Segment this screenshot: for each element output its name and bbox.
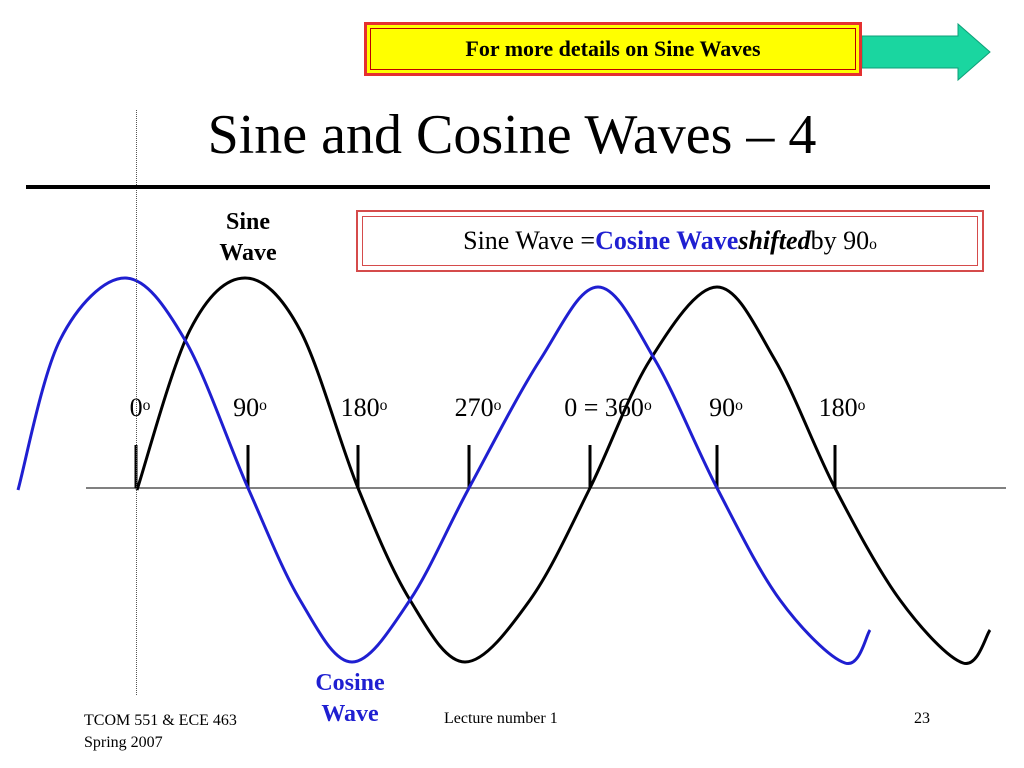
equation-box: Sine Wave = Cosine Wave shifted by 90 o <box>356 210 984 272</box>
tick-label: 180o <box>782 393 902 423</box>
footer-lecture: Lecture number 1 <box>444 710 558 727</box>
tick-label-degree: o <box>379 397 388 414</box>
tick-label-degree: o <box>493 397 502 414</box>
tick-label: 270o <box>418 393 538 423</box>
tick-label-degree: o <box>857 397 866 414</box>
equation-shifted: shifted <box>738 226 811 255</box>
tick-label-degree: o <box>259 397 267 414</box>
tick-label: 0 = 360o <box>548 393 668 423</box>
tick-marks <box>134 445 837 488</box>
tick-label-text: 0 = 360 <box>564 393 644 422</box>
footer-term: Spring 2007 <box>84 734 163 751</box>
zero-reference-line <box>136 110 137 695</box>
tick-label: 90o <box>666 393 786 423</box>
arrow-right-icon[interactable] <box>861 22 991 82</box>
equation-degree: o <box>869 236 877 253</box>
footer-course: TCOM 551 & ECE 463 <box>84 712 237 729</box>
link-label: For more details on Sine Waves <box>465 36 761 61</box>
sine-label-line: Sine <box>225 209 270 235</box>
tick-label-text: 180 <box>818 393 858 422</box>
equation-prefix: Sine Wave = <box>463 226 596 255</box>
tick-label-text: 90 <box>709 393 736 422</box>
cosine-label-line: Wave <box>321 701 379 727</box>
sine-label-line: Wave <box>219 240 277 266</box>
tick-label-degree: o <box>142 397 151 414</box>
cosine-wave <box>16 276 872 665</box>
equation-suffix: by 90 <box>810 226 870 255</box>
tick-label-degree: o <box>643 397 652 414</box>
page-title: Sine and Cosine Waves – 4 <box>207 104 817 166</box>
tick-label-text: 90 <box>233 393 260 422</box>
cosine-label-line: Cosine <box>315 670 385 696</box>
title-divider <box>26 185 990 189</box>
tick-label-text: 180 <box>340 393 380 422</box>
tick-label: 180o <box>304 393 424 423</box>
footer-page-number: 23 <box>914 710 930 727</box>
sine-wave-label: Sine Wave <box>198 207 298 269</box>
tick-label-text: 0 <box>129 393 143 422</box>
sine-waves-link-button[interactable]: For more details on Sine Waves <box>364 22 862 76</box>
tick-label: 0o <box>80 393 200 423</box>
tick-label: 90o <box>190 393 310 423</box>
equation-cosine: Cosine Wave <box>595 226 739 255</box>
cosine-wave-label: Cosine Wave <box>300 668 400 730</box>
tick-label-text: 270 <box>454 393 494 422</box>
tick-label-degree: o <box>735 397 743 414</box>
sine-wave <box>135 276 992 665</box>
footer-course-info: TCOM 551 & ECE 463 Spring 2007 <box>84 710 237 754</box>
